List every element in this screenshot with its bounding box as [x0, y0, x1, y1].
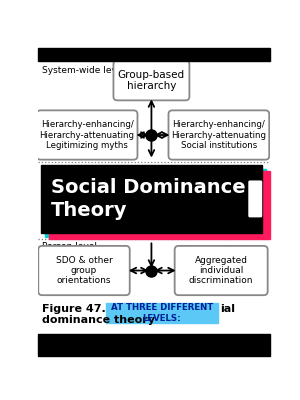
- Text: Person level: Person level: [42, 242, 97, 251]
- FancyBboxPatch shape: [248, 180, 262, 218]
- Text: Group-based
hierarchy: Group-based hierarchy: [118, 70, 185, 91]
- Text: dominance theory: dominance theory: [42, 315, 155, 325]
- Text: Inte: Inte: [42, 165, 60, 174]
- Text: Figure 47.1: Figure 47.1: [42, 304, 114, 314]
- FancyBboxPatch shape: [113, 60, 189, 100]
- Bar: [38, 334, 270, 356]
- Text: Hierarchy-enhancing/
Hierarchy-attenuating
Social institutions: Hierarchy-enhancing/ Hierarchy-attenuati…: [171, 120, 266, 150]
- Bar: [106, 303, 218, 323]
- FancyBboxPatch shape: [175, 246, 268, 295]
- Bar: [45, 169, 266, 237]
- FancyBboxPatch shape: [169, 110, 269, 160]
- Text: AT THREE DIFFERENT
LEVELS:: AT THREE DIFFERENT LEVELS:: [111, 303, 213, 322]
- Text: Hierarchy-enhancing/
Hierarchy-attenuating
Legitimizing myths: Hierarchy-enhancing/ Hierarchy-attenuati…: [40, 120, 135, 150]
- Text: ial: ial: [220, 304, 236, 314]
- Text: System-wide level: System-wide level: [42, 66, 125, 76]
- Bar: [38, 48, 270, 61]
- Bar: [49, 171, 270, 239]
- Text: SDO & other
group
orientations: SDO & other group orientations: [56, 256, 112, 286]
- Bar: [41, 165, 262, 233]
- FancyBboxPatch shape: [37, 110, 137, 160]
- Text: Aggregated
individual
discrimination: Aggregated individual discrimination: [189, 256, 254, 286]
- Text: Social Dominance
Theory: Social Dominance Theory: [51, 178, 245, 220]
- FancyBboxPatch shape: [38, 246, 130, 295]
